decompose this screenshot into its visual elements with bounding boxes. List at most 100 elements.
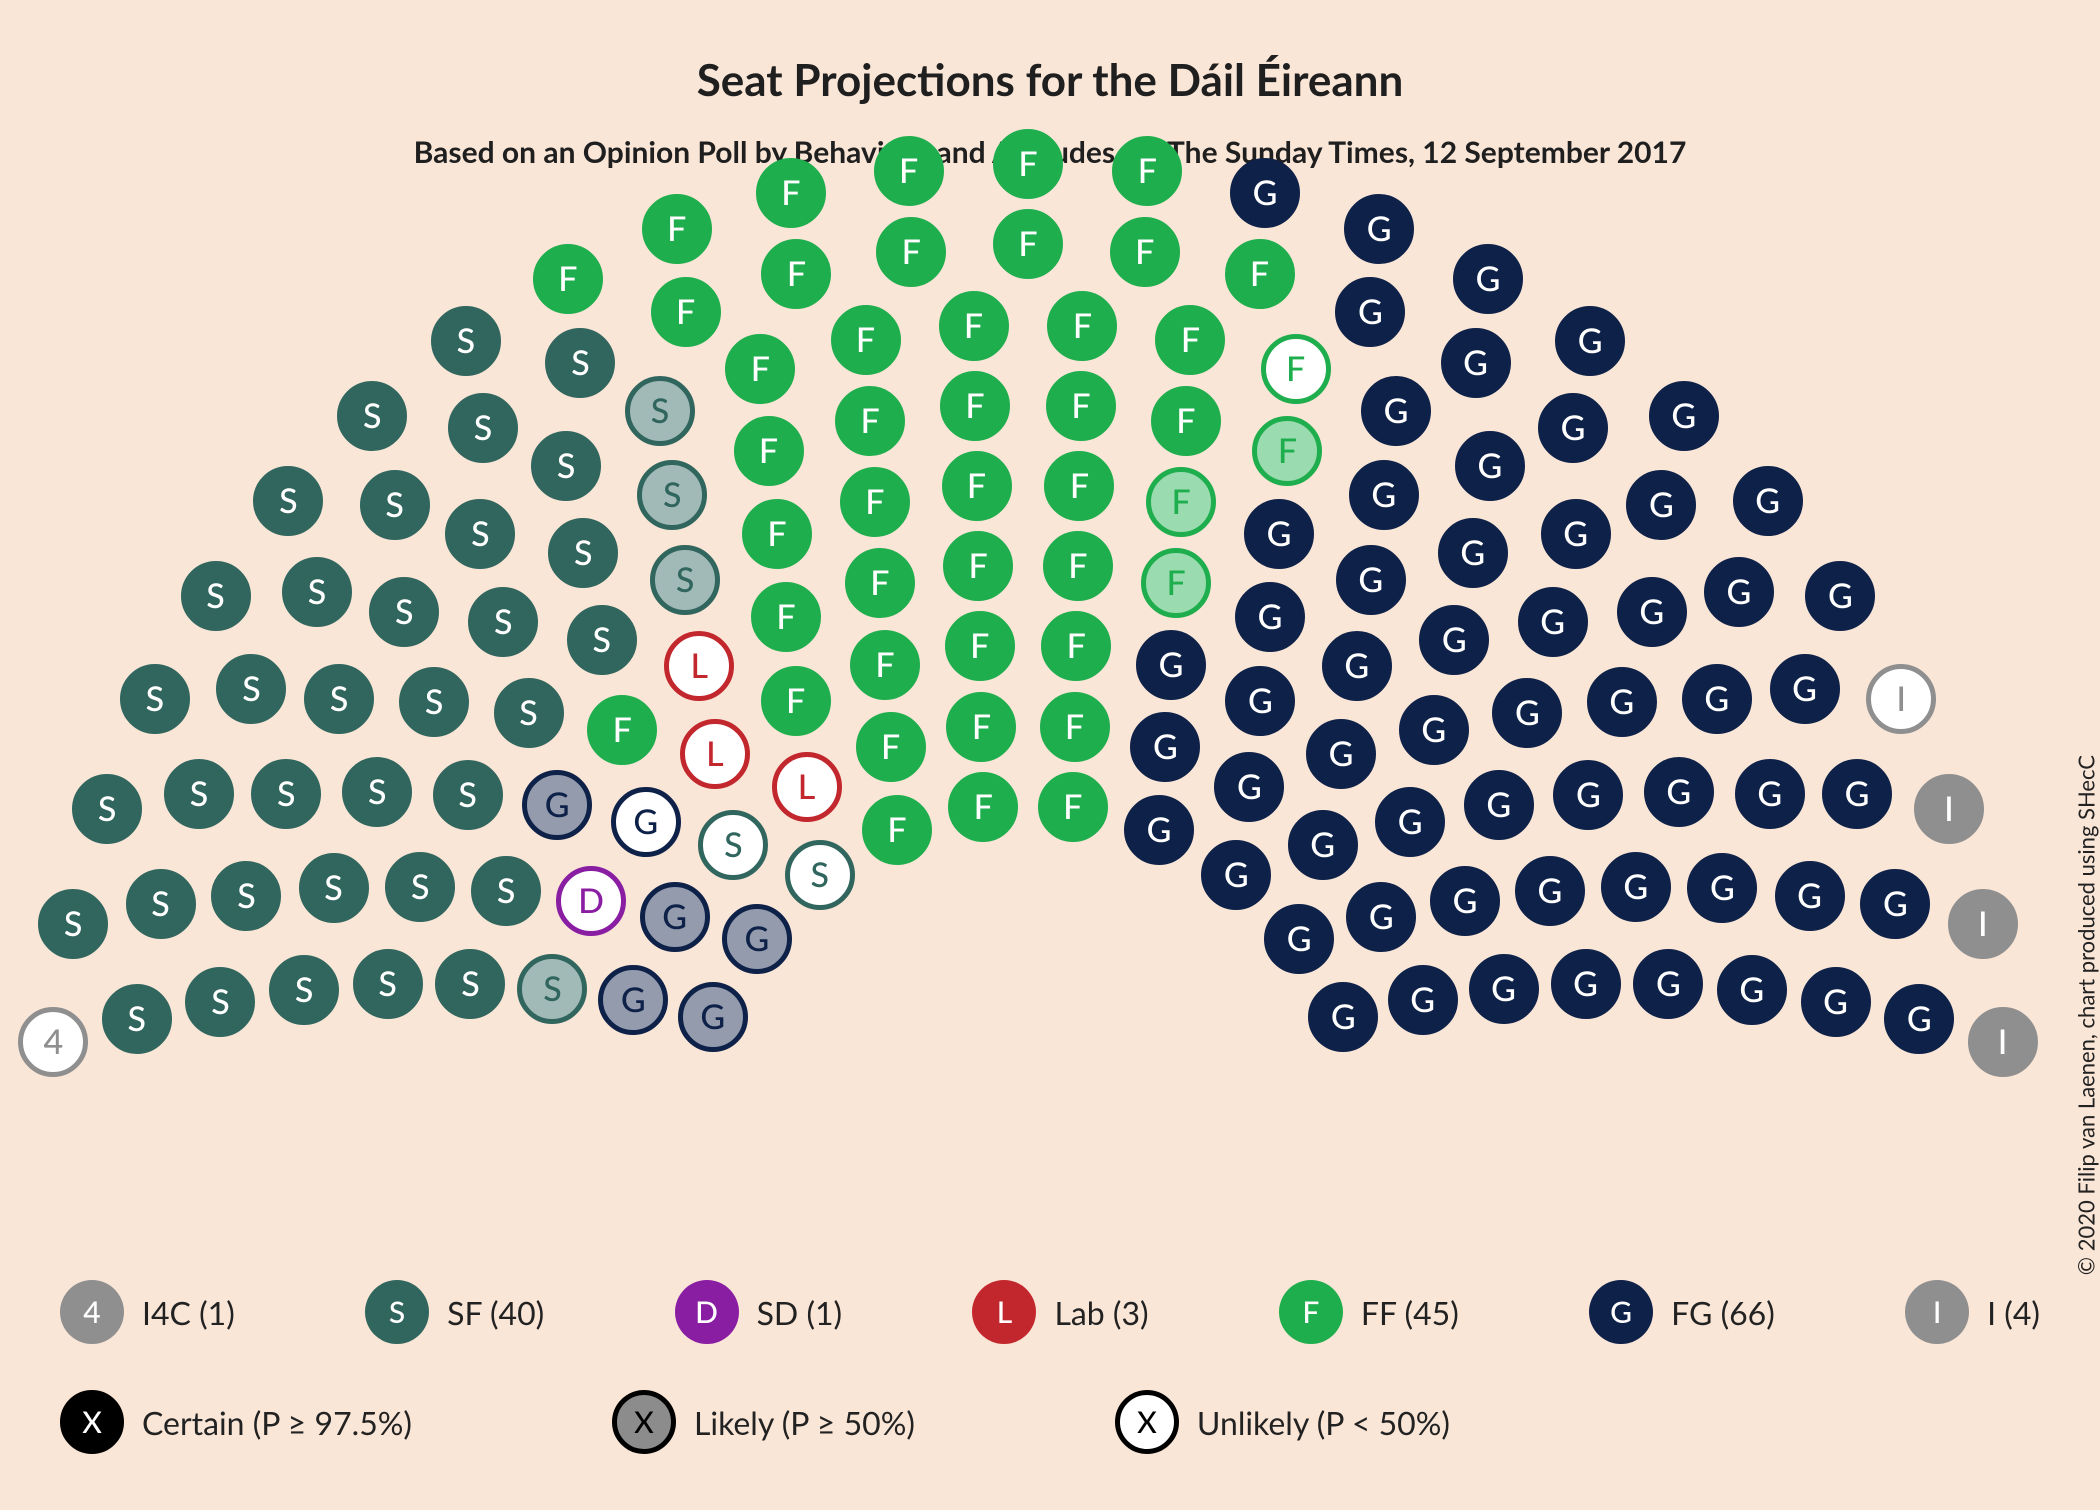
- seat-sf-certain: S: [448, 393, 518, 463]
- seat-letter: F: [899, 154, 918, 188]
- seat-sf-certain: S: [445, 499, 515, 569]
- seat-letter: F: [1018, 147, 1037, 181]
- seat-letter: S: [151, 887, 170, 921]
- seat-letter: F: [1073, 309, 1092, 343]
- seat-letter: G: [1331, 1000, 1356, 1034]
- seat-fg-certain: G: [1515, 856, 1585, 926]
- seat-letter: S: [810, 858, 829, 892]
- seat-fg-certain: G: [1344, 194, 1414, 264]
- seat-sf-certain: S: [251, 759, 321, 829]
- seat-i4c-unlikely: 4: [18, 1007, 88, 1077]
- legend-swatch-letter: S: [389, 1294, 405, 1330]
- seat-letter: S: [411, 870, 430, 904]
- seat-letter: G: [1369, 900, 1394, 934]
- seat-letter: F: [1171, 485, 1190, 519]
- seat-letter: G: [1573, 967, 1598, 1001]
- seat-ff-certain: F: [862, 795, 932, 865]
- seat-letter: S: [98, 792, 117, 826]
- seat-ff-certain: F: [642, 194, 712, 264]
- seat-letter: F: [964, 309, 983, 343]
- seat-fg-certain: G: [1264, 904, 1334, 974]
- seat-letter: S: [574, 536, 593, 570]
- seat-fg-certain: G: [1649, 381, 1719, 451]
- seat-fg-certain: G: [1453, 244, 1523, 314]
- legend-item-i4c: 4 I4C (1): [60, 1280, 235, 1344]
- seat-letter: G: [1153, 730, 1178, 764]
- seat-sf-certain: S: [337, 381, 407, 451]
- seat-fg-likely: G: [598, 965, 668, 1035]
- seat-ff-unlikely: F: [1261, 334, 1331, 404]
- seat-fg-certain: G: [1775, 861, 1845, 931]
- seat-sf-certain: S: [385, 852, 455, 922]
- seat-letter: F: [972, 710, 991, 744]
- legend-probability-row: XCertain (P ≥ 97.5%)XLikely (P ≥ 50%)XUn…: [60, 1390, 2040, 1454]
- seat-sf-likely: S: [517, 954, 587, 1024]
- seat-sf-certain: S: [299, 853, 369, 923]
- legend-prob-label-unlikely: Unlikely (P < 50%): [1197, 1403, 1450, 1442]
- seat-letter: G: [1398, 805, 1423, 839]
- legend-swatch-i: I: [1905, 1280, 1969, 1344]
- seat-letter: G: [1253, 176, 1278, 210]
- seat-letter: S: [457, 324, 476, 358]
- seat-letter: G: [1287, 922, 1312, 956]
- seat-letter: F: [781, 176, 800, 210]
- seat-letter: F: [902, 235, 921, 269]
- seat-fg-likely: G: [722, 904, 792, 974]
- seat-ff-certain: F: [761, 666, 831, 736]
- seat-fg-certain: G: [1551, 949, 1621, 1019]
- seat-letter: G: [1757, 777, 1782, 811]
- legend-item-fg: GFG (66): [1589, 1280, 1775, 1344]
- seat-fg-certain: G: [1553, 760, 1623, 830]
- seat-letter: G: [1486, 788, 1511, 822]
- legend-label-i4c: I4C (1): [142, 1293, 235, 1332]
- seat-ff-certain: F: [942, 451, 1012, 521]
- seat-fg-certain: G: [1687, 853, 1757, 923]
- chart-title: Seat Projections for the Dáil Éireann: [0, 54, 2100, 106]
- seat-letter: G: [1797, 879, 1822, 913]
- legend-label-sd: SD (1): [757, 1293, 843, 1332]
- seat-sf-certain: S: [282, 557, 352, 627]
- seat-i-unlikely: I: [1866, 664, 1936, 734]
- seat-fg-certain: G: [1438, 518, 1508, 588]
- seat-ff-certain: F: [742, 499, 812, 569]
- seat-sf-certain: S: [120, 664, 190, 734]
- seat-letter: G: [1540, 605, 1565, 639]
- legend-swatch-sd: D: [675, 1280, 739, 1344]
- seat-letter: G: [1267, 517, 1292, 551]
- seat-fg-certain: G: [1555, 306, 1625, 376]
- seat-sf-certain: S: [304, 664, 374, 734]
- seat-letter: F: [1068, 549, 1087, 583]
- seat-letter: S: [363, 399, 382, 433]
- seat-letter: G: [1421, 713, 1446, 747]
- seat-letter: I: [1998, 1025, 2008, 1059]
- seat-ff-certain: F: [734, 416, 804, 486]
- seat-fg-certain: G: [1346, 882, 1416, 952]
- seat-sf-likely: S: [637, 460, 707, 530]
- seat-ff-certain: F: [835, 386, 905, 456]
- seat-sf-certain: S: [567, 605, 637, 675]
- seat-letter: S: [461, 967, 480, 1001]
- legend-item-sd: D SD (1): [675, 1280, 843, 1344]
- seat-letter: G: [1478, 449, 1503, 483]
- seat-letter: S: [295, 973, 314, 1007]
- seat-sd-unlikely: D: [556, 866, 626, 936]
- seat-letter: F: [1067, 629, 1086, 663]
- legend-label-fg: FG (66): [1671, 1293, 1775, 1332]
- seat-letter: F: [967, 469, 986, 503]
- seat-letter: G: [1828, 579, 1853, 613]
- legend-swatch-i4c: 4: [60, 1280, 124, 1344]
- legend-item-i: II (4): [1905, 1280, 2040, 1344]
- legend-prob-likely: XLikely (P ≥ 50%): [612, 1390, 915, 1454]
- seat-letter: G: [1329, 737, 1354, 771]
- seat-fg-certain: G: [1214, 752, 1284, 822]
- seat-letter: F: [1278, 434, 1297, 468]
- seat-sf-certain: S: [253, 466, 323, 536]
- seat-letter: S: [571, 346, 590, 380]
- seat-letter: G: [1310, 828, 1335, 862]
- seat-letter: F: [881, 730, 900, 764]
- seat-letter: S: [242, 672, 261, 706]
- seat-letter: S: [474, 411, 493, 445]
- seat-fg-certain: G: [1375, 787, 1445, 857]
- seat-ff-certain: F: [940, 371, 1010, 441]
- seat-i-certain: I: [1948, 889, 2018, 959]
